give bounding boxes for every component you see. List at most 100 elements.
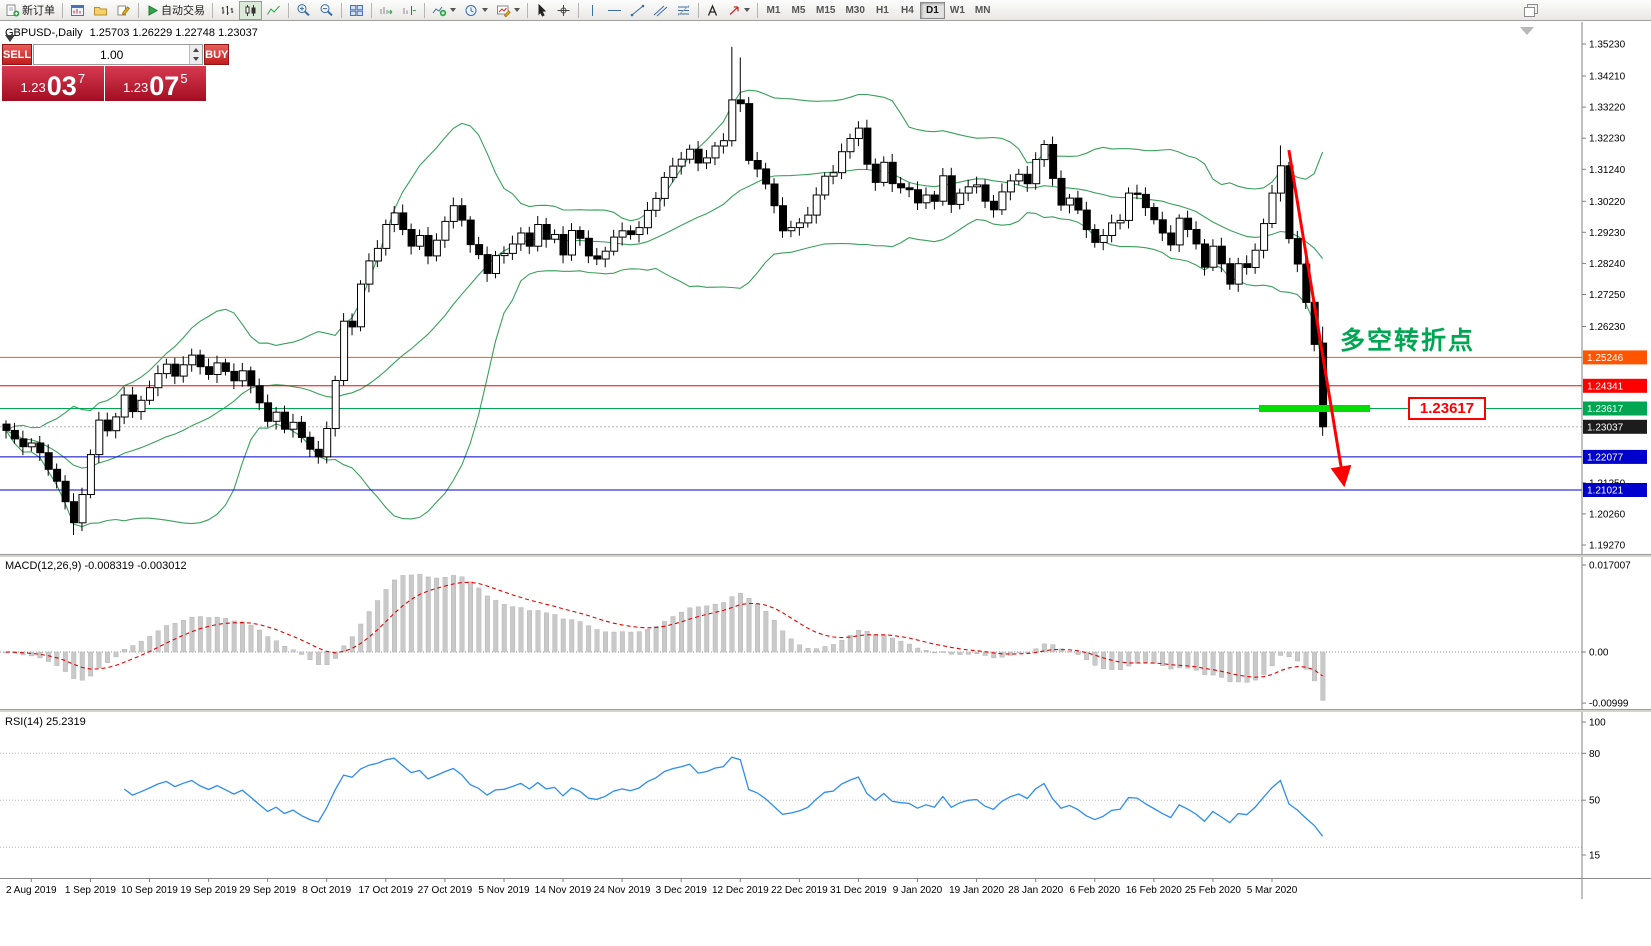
toolbar-separator	[341, 2, 342, 18]
toolbar-separator	[138, 2, 139, 18]
date-axis-label: 8 Oct 2019	[302, 885, 351, 896]
panel-splitter[interactable]	[0, 709, 1651, 712]
rsi-axis-label: 100	[1589, 718, 1606, 729]
panel-splitter[interactable]	[0, 554, 1651, 557]
equidistant-channel-button[interactable]	[649, 1, 672, 20]
price-axis-label: 1.26230	[1589, 322, 1626, 333]
date-axis-label: 5 Nov 2019	[478, 885, 530, 896]
volume-decrease-button[interactable]	[190, 55, 202, 65]
periods-icon	[465, 4, 477, 16]
volume-increase-button[interactable]	[190, 45, 202, 55]
charts-window-button[interactable]	[66, 1, 89, 20]
date-axis-label: 29 Sep 2019	[239, 885, 296, 896]
macd-histogram	[3, 573, 1326, 701]
volume-input[interactable]	[34, 45, 190, 64]
date-axis-label: 6 Feb 2020	[1069, 885, 1120, 896]
text-label-button[interactable]	[702, 1, 723, 20]
price-callout[interactable]: 1.23617	[1408, 396, 1486, 420]
price-tag-label: 1.24341	[1587, 381, 1624, 392]
price-chart[interactable]: 1.35230 1.34210 1.33220 1.32230 1.31240 1.302…	[0, 22, 1651, 554]
date-axis-label: 25 Feb 2020	[1185, 885, 1242, 896]
price-axis-label: 1.20260	[1589, 509, 1626, 520]
profiles-button[interactable]	[89, 1, 112, 20]
rsi-indicator-label: RSI(14) 25.2319	[5, 716, 86, 728]
restore-window-icon[interactable]	[1524, 4, 1538, 17]
chart-shift-marker[interactable]	[1520, 27, 1534, 35]
arrow-objects-button[interactable]	[723, 1, 754, 20]
timeframe-h4-button[interactable]: H4	[895, 2, 920, 19]
cursor-button[interactable]	[531, 1, 552, 20]
horizontal-line-button[interactable]	[603, 1, 626, 20]
trendline-button[interactable]	[626, 1, 649, 20]
time-axis[interactable]: 2 Aug 2019 1 Sep 2019 10 Sep 2019 19 Sep 20…	[0, 878, 1651, 899]
buy-button[interactable]: BUY	[204, 44, 230, 65]
price-tag-label: 1.23617	[1587, 404, 1624, 415]
timeframe-d1-button[interactable]: D1	[919, 1, 945, 19]
metaeditor-button[interactable]	[112, 1, 135, 20]
macd-axis-label: 0.017007	[1589, 561, 1631, 572]
timeframe-m15-button[interactable]: M15	[811, 2, 840, 19]
crosshair-button[interactable]	[552, 1, 575, 20]
bollinger-bands	[5, 89, 1324, 528]
indicators-icon	[432, 6, 447, 16]
price-axis-label: 1.29230	[1589, 228, 1626, 239]
buy-price-point: 5	[180, 71, 188, 86]
chart-shift-icon	[403, 5, 416, 15]
indicators-button[interactable]	[428, 1, 460, 20]
fibonacci-button[interactable]	[672, 1, 695, 20]
rsi-axis-label: 80	[1589, 749, 1601, 760]
auto-trading-button[interactable]: 自动交易	[142, 1, 209, 20]
bar-chart-button[interactable]	[216, 1, 239, 20]
new-order-button[interactable]: 新订单	[1, 1, 59, 20]
down-trend-arrow[interactable]	[1287, 149, 1352, 488]
toolbar-separator	[757, 2, 758, 18]
date-axis-label: 16 Feb 2020	[1126, 885, 1183, 896]
timeframe-h1-button[interactable]: H1	[870, 2, 895, 19]
timeframe-m1-button[interactable]: M1	[761, 2, 786, 19]
line-chart-button[interactable]	[262, 1, 285, 20]
buy-price-display[interactable]: 1.23 07 5	[104, 66, 206, 101]
buy-price-pips: 07	[149, 71, 180, 101]
macd-axis[interactable]: 0.017007 0.00 -0.00999	[1581, 557, 1631, 709]
timeframe-mn-button[interactable]: MN	[970, 2, 996, 19]
auto-scroll-button[interactable]	[375, 1, 398, 20]
date-axis-label: 17 Oct 2019	[359, 885, 414, 896]
price-tag-label: 1.23037	[1587, 422, 1624, 433]
sell-price-point: 7	[77, 71, 86, 86]
arrow-objects-icon	[729, 5, 739, 15]
price-axis[interactable]: 1.35230 1.34210 1.33220 1.32230 1.31240 1.302…	[1581, 22, 1647, 554]
turning-point-annotation[interactable]: 多空转折点	[1340, 327, 1476, 356]
templates-button[interactable]	[492, 1, 524, 20]
timeframe-m30-button[interactable]: M30	[840, 2, 869, 19]
date-axis-label: 22 Dec 2019	[771, 885, 828, 896]
timeframe-group: M1 M5 M15 M30 H1 H4 D1 W1 MN	[761, 1, 996, 19]
zoom-out-button[interactable]	[315, 1, 338, 20]
toolbar-separator	[371, 2, 372, 18]
rsi-axis[interactable]: 100 80 50 15	[1581, 712, 1606, 878]
toolbar-separator	[62, 2, 63, 18]
sell-button[interactable]: SELL	[2, 44, 33, 65]
chart-shift-button[interactable]	[398, 1, 421, 20]
timeframe-w1-button[interactable]: W1	[945, 2, 970, 19]
price-tag-label: 1.21021	[1587, 486, 1624, 497]
rsi-panel[interactable]: 100 80 50 15	[0, 712, 1651, 878]
price-axis-label: 1.32230	[1589, 134, 1626, 145]
vertical-line-button[interactable]	[582, 1, 603, 20]
trade-panel-collapse-icon[interactable]	[5, 35, 15, 42]
price-tag	[1583, 419, 1647, 434]
sell-price-display[interactable]: 1.23 03 7	[2, 66, 104, 101]
timeframe-m5-button[interactable]: M5	[786, 2, 811, 19]
zoom-in-button[interactable]	[292, 1, 315, 20]
date-axis-label: 24 Nov 2019	[594, 885, 651, 896]
price-axis-label: 1.30220	[1589, 197, 1626, 208]
macd-panel[interactable]: 0.017007 0.00 -0.00999	[0, 557, 1651, 709]
macd-signal-line	[5, 581, 1323, 678]
thick-green-level-segment[interactable]	[1259, 405, 1370, 412]
periods-button[interactable]	[460, 1, 492, 20]
candlestick-chart-button[interactable]	[239, 0, 262, 20]
chevron-up-icon	[193, 47, 200, 52]
date-axis-label: 2 Aug 2019	[6, 885, 57, 896]
tile-windows-button[interactable]	[345, 1, 368, 20]
chart-symbol-period: GBPUSD-,Daily	[5, 27, 83, 39]
